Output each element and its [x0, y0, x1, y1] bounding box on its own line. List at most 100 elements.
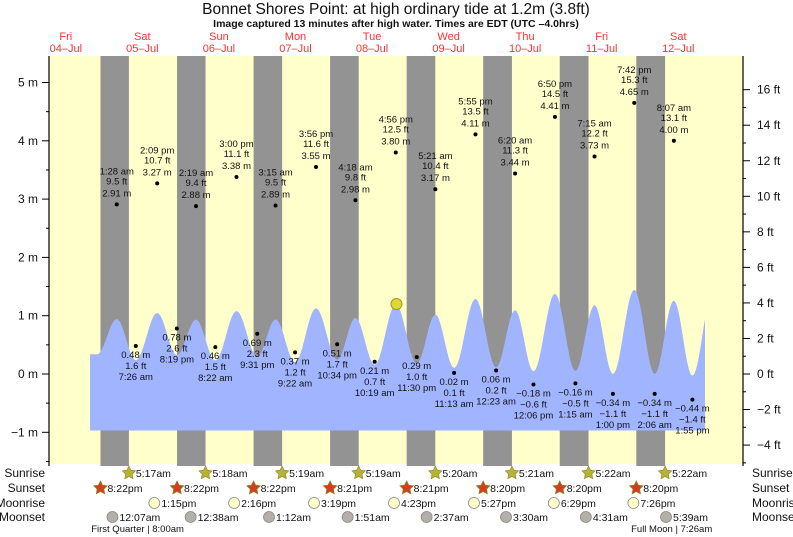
moonrise-time: 3:19pm: [321, 498, 356, 510]
low-tide-label: 0.29 m: [402, 361, 431, 372]
high-tide-label: 11.6 ft: [303, 139, 329, 150]
sunrise-time: 5:19am: [289, 468, 324, 480]
y-left-tick-label: 4 m: [18, 134, 38, 148]
low-tide-label: 10:34 pm: [317, 370, 357, 381]
chart-title: Bonnet Shores Point: at high ordinary ti…: [202, 1, 590, 18]
high-tide-label: 9.8 ft: [345, 172, 366, 183]
low-tide-label: 2.3 ft: [247, 349, 268, 360]
high-tide-label: 4.00 m: [659, 125, 688, 136]
high-tide-label: 3:56 pm: [299, 129, 333, 140]
high-tide-label: 9.5 ft: [106, 176, 127, 187]
high-tide-label: 12.5 ft: [383, 124, 410, 135]
low-tide-label: −0.5 ft: [562, 398, 589, 409]
low-tide-label: −1.1 ft: [600, 409, 627, 420]
low-tide-point: [494, 368, 499, 373]
high-tide-label: 4:56 pm: [379, 114, 413, 125]
y-right-tick-label: 12 ft: [757, 154, 781, 168]
moonset-icon: [106, 511, 119, 523]
high-tide-label: 9.4 ft: [185, 178, 206, 189]
high-tide-point: [273, 203, 278, 208]
sunrise-row-label: Sunrise: [4, 466, 45, 480]
sunset-time: 8:22pm: [107, 483, 142, 495]
date-label: 11–Jul: [586, 43, 618, 55]
water-area: [90, 289, 705, 431]
current-tide-marker: [390, 298, 403, 311]
moonset-time: 1:51am: [355, 512, 390, 524]
high-tide-label: 7:42 pm: [617, 65, 651, 76]
low-tide-label: 1.5 ft: [205, 362, 226, 373]
sun-moon-rows: Sunrise Sunrise 5:17am 5:18am 5:19am 5:19am 5:…: [0, 465, 793, 535]
date-label: 10–Jul: [509, 43, 541, 55]
low-tide-point: [452, 370, 457, 375]
y-right-tick-label: −2 ft: [757, 403, 781, 417]
low-tide-point: [690, 397, 695, 402]
sunrise-icon: [428, 465, 443, 480]
day-of-week-label: Sat: [134, 31, 151, 43]
moonrise-time: 2:16pm: [241, 498, 276, 510]
moonrise-row-label-right: Moonrise: [752, 496, 793, 510]
date-label: 08–Jul: [356, 43, 388, 55]
sunset-icon: [552, 480, 568, 495]
high-tide-label: 7:15 am: [577, 119, 611, 130]
date-label: 09–Jul: [432, 43, 464, 55]
low-tide-label: −0.44 m: [675, 404, 710, 415]
low-tide-label: 8:19 pm: [160, 355, 194, 366]
high-tide-label: 2.89 m: [261, 190, 290, 201]
y-right-tick-label: −4 ft: [757, 438, 781, 452]
low-tide-label: 12:06 pm: [514, 410, 554, 421]
high-tide-point: [592, 154, 597, 159]
sunrise-icon: [504, 465, 520, 480]
high-tide-point: [671, 138, 676, 143]
high-tide-point: [114, 202, 119, 207]
high-tide-label: 3.17 m: [421, 173, 450, 184]
low-tide-point: [255, 331, 260, 336]
low-tide-point: [174, 326, 179, 331]
sunrise-time: 5:22am: [596, 468, 631, 480]
sunset-time: 8:20pm: [490, 483, 525, 495]
high-tide-label: 1:28 am: [100, 166, 134, 177]
low-tide-label: −0.6 ft: [520, 399, 547, 410]
sunrise-time: 5:22am: [672, 468, 707, 480]
high-tide-label: 13.1 ft: [661, 113, 688, 124]
high-tide-label: 3.27 m: [143, 167, 172, 178]
high-tide-point: [194, 204, 199, 209]
low-tide-label: −0.18 m: [516, 388, 551, 399]
sunset-icon: [628, 480, 644, 495]
y-right-tick-label: 2 ft: [757, 331, 774, 345]
moonrise-icon: [627, 497, 640, 509]
low-tide-label: 0.51 m: [323, 348, 352, 359]
high-tide-label: 6:50 pm: [538, 79, 572, 90]
low-tide-point: [652, 391, 657, 396]
y-right-tick-label: 4 ft: [757, 296, 774, 310]
high-tide-point: [513, 171, 518, 176]
moonrise-icon: [148, 497, 161, 509]
high-tide-label: 15.3 ft: [621, 75, 648, 86]
low-tide-label: 9:22 am: [278, 378, 312, 389]
low-tide-point: [414, 355, 419, 360]
moonrise-time: 4:23pm: [401, 498, 436, 510]
high-tide-point: [393, 150, 398, 155]
sunset-icon: [169, 480, 185, 495]
sunset-icon: [475, 480, 491, 495]
sunrise-icon: [121, 465, 137, 480]
moonrise-icon: [308, 497, 320, 509]
moonrise-icon: [547, 497, 560, 509]
low-tide-label: 0.69 m: [243, 338, 272, 349]
high-tide-label: 4:18 am: [338, 162, 372, 173]
moonset-row-label-right: Moonset: [752, 510, 793, 524]
sunset-icon: [322, 480, 338, 495]
y-left-tick-label: −1 m: [11, 425, 38, 439]
y-right-tick-label: 6 ft: [757, 260, 774, 274]
low-tide-label: −0.34 m: [596, 398, 631, 409]
sunrise-icon: [581, 465, 596, 480]
moonset-icon: [184, 511, 197, 523]
moonset-time: 3:30am: [513, 512, 548, 524]
y-left-tick-label: 0 m: [18, 367, 38, 381]
high-tide-point: [353, 198, 358, 203]
low-tide-label: −0.16 m: [558, 387, 593, 398]
high-tide-label: 3:00 pm: [219, 139, 253, 150]
high-tide-label: 3.55 m: [301, 151, 330, 162]
day-of-week-label: Sun: [209, 31, 229, 43]
low-tide-label: 0.21 m: [360, 366, 389, 377]
high-tide-label: 2:19 am: [179, 168, 213, 179]
